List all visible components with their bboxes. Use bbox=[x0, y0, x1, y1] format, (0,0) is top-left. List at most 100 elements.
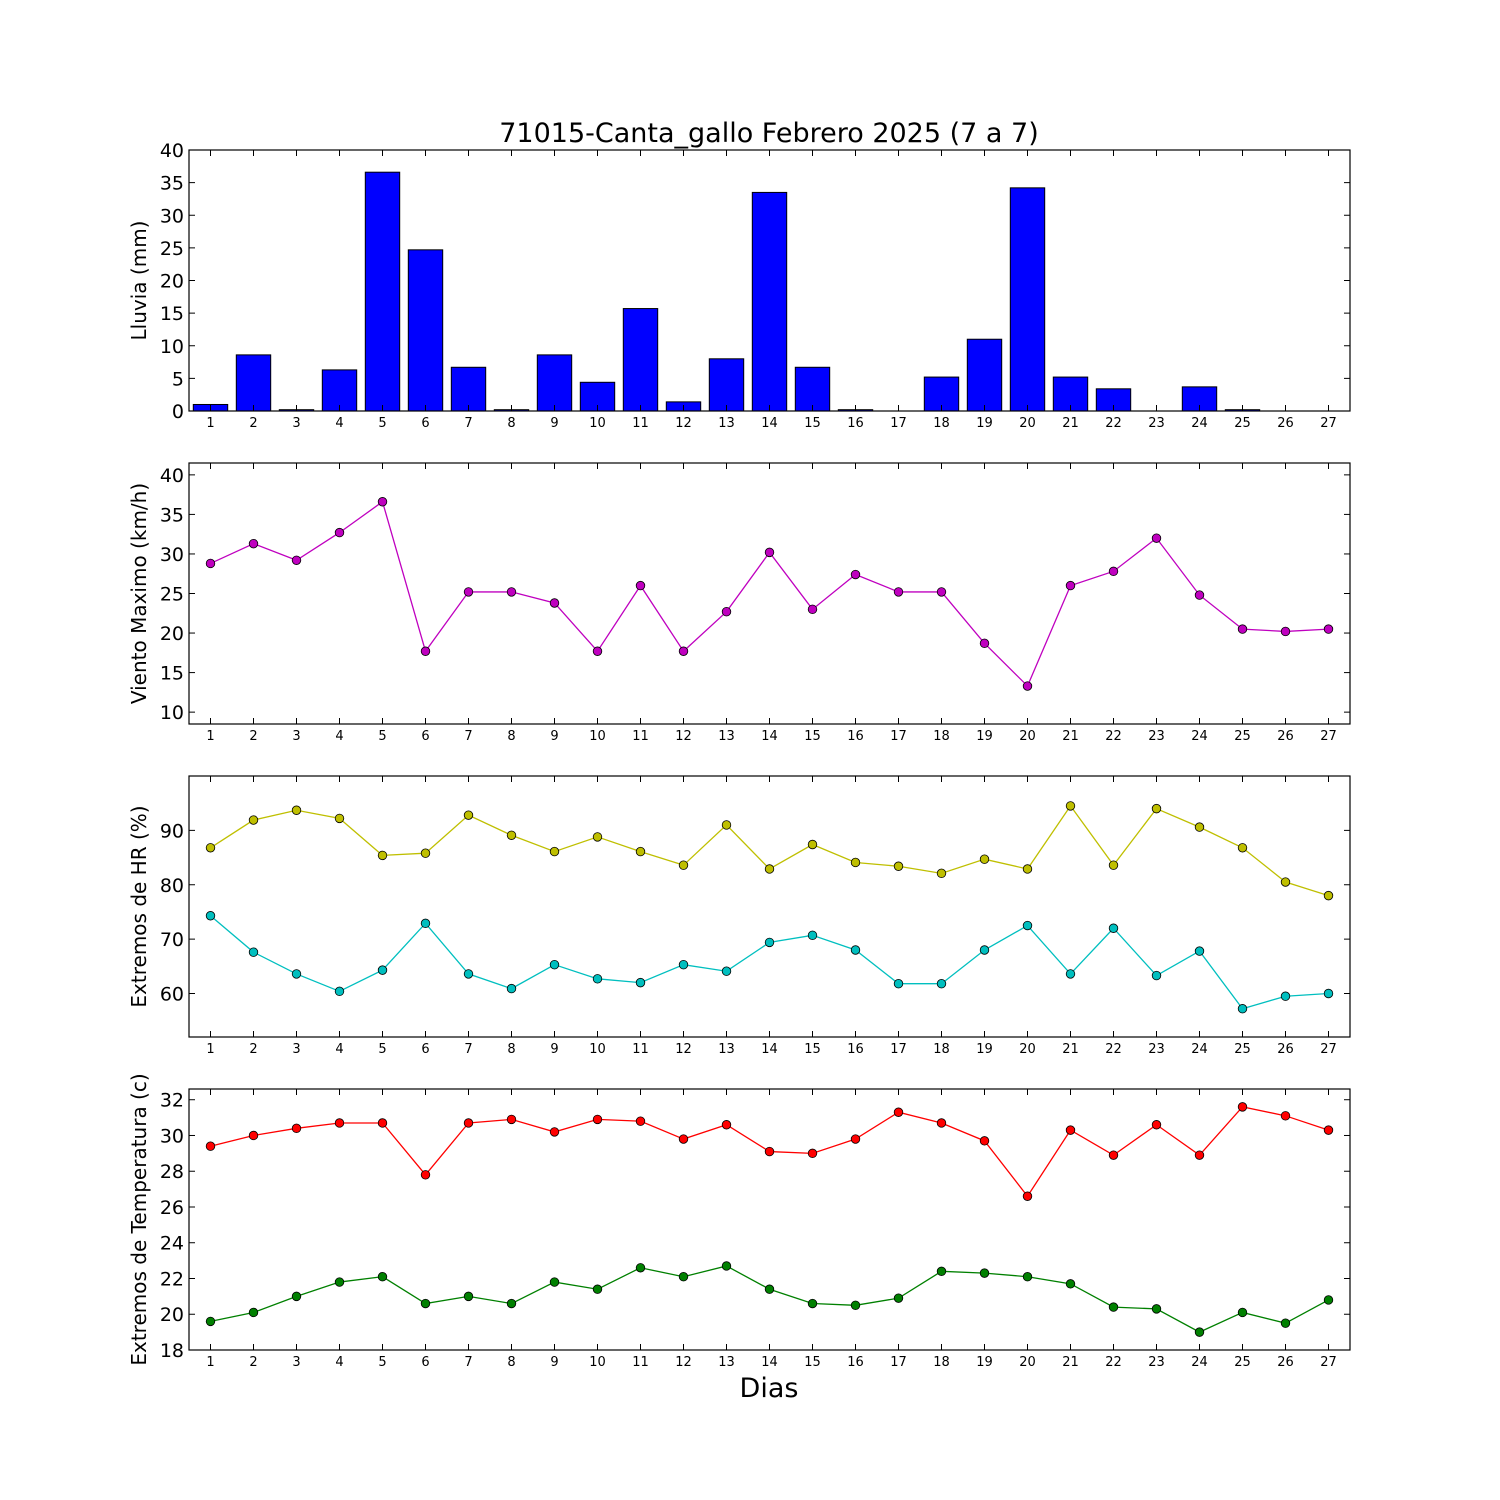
series-0-point-16 bbox=[850, 857, 861, 868]
x-tick-label: 5 bbox=[378, 729, 386, 744]
x-tick-label: 20 bbox=[1019, 729, 1036, 744]
x-tick-label: 1 bbox=[206, 416, 214, 431]
y-tick-label: 25 bbox=[160, 238, 184, 260]
y-tick-label: 20 bbox=[160, 271, 184, 293]
x-tick-label: 4 bbox=[335, 1355, 343, 1370]
series-1-point-20 bbox=[1022, 920, 1033, 931]
x-tick-label: 5 bbox=[378, 416, 386, 431]
y-tick-label: 40 bbox=[160, 140, 184, 162]
series-0-line bbox=[210, 500, 1329, 688]
x-tick-label: 6 bbox=[421, 729, 429, 744]
series-1-point-14 bbox=[764, 937, 775, 948]
series-0-point-18 bbox=[936, 1118, 947, 1128]
y-tick-label: 90 bbox=[160, 820, 184, 842]
y-tick-label: 5 bbox=[172, 368, 184, 390]
x-tick-label: 23 bbox=[1148, 1042, 1165, 1057]
y-tick-label: 0 bbox=[172, 401, 184, 423]
x-tick-label: 9 bbox=[550, 1355, 558, 1370]
series-0-point-9 bbox=[549, 598, 560, 608]
y-tick-label: 70 bbox=[160, 929, 184, 951]
series-0-point-13 bbox=[721, 606, 732, 617]
x-tick-label: 11 bbox=[632, 729, 649, 744]
series-0-point-6 bbox=[420, 848, 431, 858]
x-tick-label: 13 bbox=[718, 1355, 735, 1370]
series-1-point-4 bbox=[334, 986, 345, 997]
series-0-point-9 bbox=[549, 1127, 560, 1137]
bar-day-20 bbox=[1009, 187, 1046, 412]
axes-frame bbox=[188, 462, 1351, 725]
series-0-point-15 bbox=[807, 1148, 818, 1159]
x-tick-label: 14 bbox=[761, 416, 778, 431]
x-tick-label: 15 bbox=[804, 1355, 821, 1370]
series-1-point-22 bbox=[1108, 1302, 1119, 1312]
series-0-point-2 bbox=[248, 1130, 259, 1141]
x-tick-label: 14 bbox=[761, 1042, 778, 1057]
series-0-point-23 bbox=[1151, 1120, 1162, 1130]
x-tick-label: 19 bbox=[976, 1355, 993, 1370]
x-tick-label: 3 bbox=[292, 416, 300, 431]
series-0-point-27 bbox=[1323, 1125, 1334, 1135]
series-0-point-14 bbox=[764, 547, 775, 558]
series-0-point-17 bbox=[893, 587, 904, 597]
x-tick-label: 17 bbox=[890, 1042, 907, 1057]
x-tick-label: 17 bbox=[890, 416, 907, 431]
series-0-point-26 bbox=[1280, 877, 1291, 887]
series-0-point-16 bbox=[850, 1134, 861, 1144]
series-1-point-15 bbox=[807, 1298, 818, 1309]
series-0-point-20 bbox=[1022, 681, 1033, 691]
x-tick-label: 16 bbox=[847, 416, 864, 431]
series-0-point-21 bbox=[1065, 580, 1076, 591]
x-tick-label: 20 bbox=[1019, 1355, 1036, 1370]
x-tick-label: 8 bbox=[507, 1355, 515, 1370]
x-tick-label: 7 bbox=[464, 1355, 472, 1370]
series-0-point-3 bbox=[291, 1123, 302, 1134]
series-0-point-26 bbox=[1280, 1111, 1291, 1121]
y-tick-label: 26 bbox=[160, 1197, 184, 1219]
series-1-point-5 bbox=[377, 1272, 388, 1282]
series-1-point-25 bbox=[1237, 1004, 1248, 1014]
series-0-point-10 bbox=[592, 832, 603, 842]
x-tick-label: 3 bbox=[292, 729, 300, 744]
x-tick-label: 14 bbox=[761, 729, 778, 744]
y-tick-label: 10 bbox=[160, 336, 184, 358]
series-1-point-17 bbox=[893, 979, 904, 989]
series-1-point-12 bbox=[678, 1272, 689, 1282]
x-tick-label: 22 bbox=[1105, 729, 1122, 744]
x-tick-label: 16 bbox=[847, 1355, 864, 1370]
x-tick-label: 4 bbox=[335, 729, 343, 744]
series-1-point-7 bbox=[463, 969, 474, 979]
series-0-point-5 bbox=[377, 1118, 388, 1128]
series-0-point-6 bbox=[420, 646, 431, 656]
series-1-point-13 bbox=[721, 1261, 732, 1271]
bar-day-5 bbox=[364, 171, 401, 412]
x-tick-label: 21 bbox=[1062, 416, 1079, 431]
x-tick-label: 27 bbox=[1320, 729, 1337, 744]
series-0-point-2 bbox=[248, 538, 259, 549]
x-tick-label: 5 bbox=[378, 1355, 386, 1370]
series-0-point-19 bbox=[979, 1136, 990, 1146]
series-1-point-19 bbox=[979, 945, 990, 955]
x-tick-label: 15 bbox=[804, 1042, 821, 1057]
x-tick-label: 10 bbox=[589, 416, 606, 431]
series-0-point-3 bbox=[291, 805, 302, 815]
x-tick-label: 9 bbox=[550, 1042, 558, 1057]
series-1-point-6 bbox=[420, 918, 431, 929]
x-tick-label: 6 bbox=[421, 416, 429, 431]
chart-title: 71015-Canta_gallo Febrero 2025 (7 a 7) bbox=[499, 118, 1039, 149]
series-0-point-16 bbox=[850, 569, 861, 580]
series-1-point-10 bbox=[592, 974, 603, 984]
x-tick-label: 22 bbox=[1105, 416, 1122, 431]
x-tick-label: 23 bbox=[1148, 416, 1165, 431]
x-tick-label: 21 bbox=[1062, 729, 1079, 744]
series-1-point-16 bbox=[850, 1300, 861, 1311]
series-0-point-15 bbox=[807, 839, 818, 850]
series-0-point-3 bbox=[291, 555, 302, 565]
series-1-point-12 bbox=[678, 959, 689, 970]
x-tick-label: 7 bbox=[464, 416, 472, 431]
series-0-point-14 bbox=[764, 864, 775, 874]
series-1-point-3 bbox=[291, 969, 302, 979]
y-tick-label: 18 bbox=[160, 1340, 184, 1362]
series-0-point-12 bbox=[678, 860, 689, 870]
